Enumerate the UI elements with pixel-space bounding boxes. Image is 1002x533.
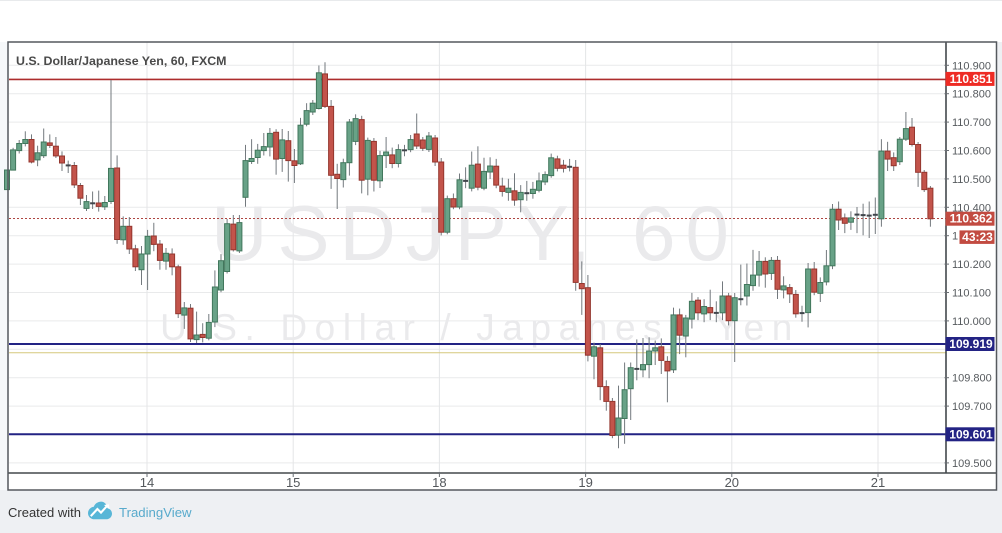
svg-text:109.919: 109.919	[949, 337, 993, 351]
svg-text:19: 19	[578, 475, 592, 490]
svg-text:20: 20	[725, 475, 739, 490]
svg-text:1: 1	[952, 231, 958, 243]
svg-text:U.S. Dollar/Japanese Yen, 60,: U.S. Dollar/Japanese Yen, 60, FXCM	[16, 54, 227, 68]
svg-text:110.900: 110.900	[952, 60, 991, 72]
svg-text:Created with: Created with	[8, 505, 81, 520]
svg-text:110.400: 110.400	[952, 202, 991, 214]
svg-text:109.601: 109.601	[949, 427, 993, 441]
svg-text:110.362: 110.362	[950, 212, 993, 226]
svg-text:14: 14	[140, 475, 154, 490]
svg-text:109.500: 109.500	[952, 458, 992, 470]
svg-text:110.200: 110.200	[952, 259, 991, 271]
svg-text:USDJPY, 60: USDJPY, 60	[211, 189, 739, 277]
svg-text:43:23: 43:23	[962, 230, 993, 244]
svg-text:21: 21	[871, 475, 885, 490]
svg-text:110.000: 110.000	[952, 316, 991, 328]
svg-text:15: 15	[286, 475, 300, 490]
svg-text:110.800: 110.800	[952, 89, 991, 101]
svg-text:18: 18	[432, 475, 446, 490]
svg-text:TradingView: TradingView	[119, 505, 192, 520]
svg-text:110.100: 110.100	[952, 288, 991, 300]
svg-text:109.800: 109.800	[952, 373, 992, 385]
svg-text:110.500: 110.500	[952, 174, 991, 186]
svg-text:110.600: 110.600	[952, 146, 991, 158]
svg-text:110.851: 110.851	[950, 72, 993, 86]
svg-text:110.700: 110.700	[952, 117, 991, 129]
svg-text:109.700: 109.700	[952, 401, 992, 413]
